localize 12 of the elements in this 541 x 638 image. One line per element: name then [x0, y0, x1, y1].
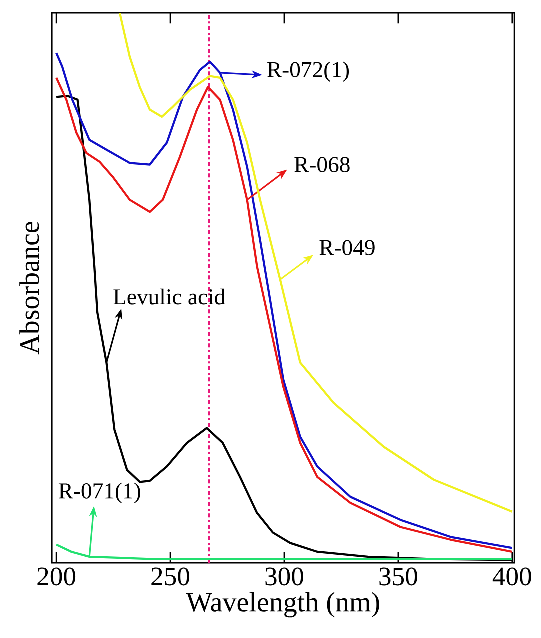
x-tick-label: 400 — [492, 568, 532, 586]
x-tick-label: 250 — [152, 568, 190, 586]
series-label: R-071(1) — [58, 482, 140, 504]
x-tick-label: 300 — [266, 568, 304, 586]
legend-label: R-068 — [294, 157, 350, 172]
series-label: Levulic acid — [114, 288, 226, 305]
y-axis-title: Absorbance — [20, 222, 40, 355]
x-axis-title: Wavelength (nm) — [186, 592, 380, 618]
legend-label: R-049 — [320, 240, 375, 256]
x-tick-label: 350 — [380, 568, 418, 586]
x-tick-label: 200 — [38, 568, 76, 586]
legend-label: R-072(1) — [268, 62, 350, 82]
